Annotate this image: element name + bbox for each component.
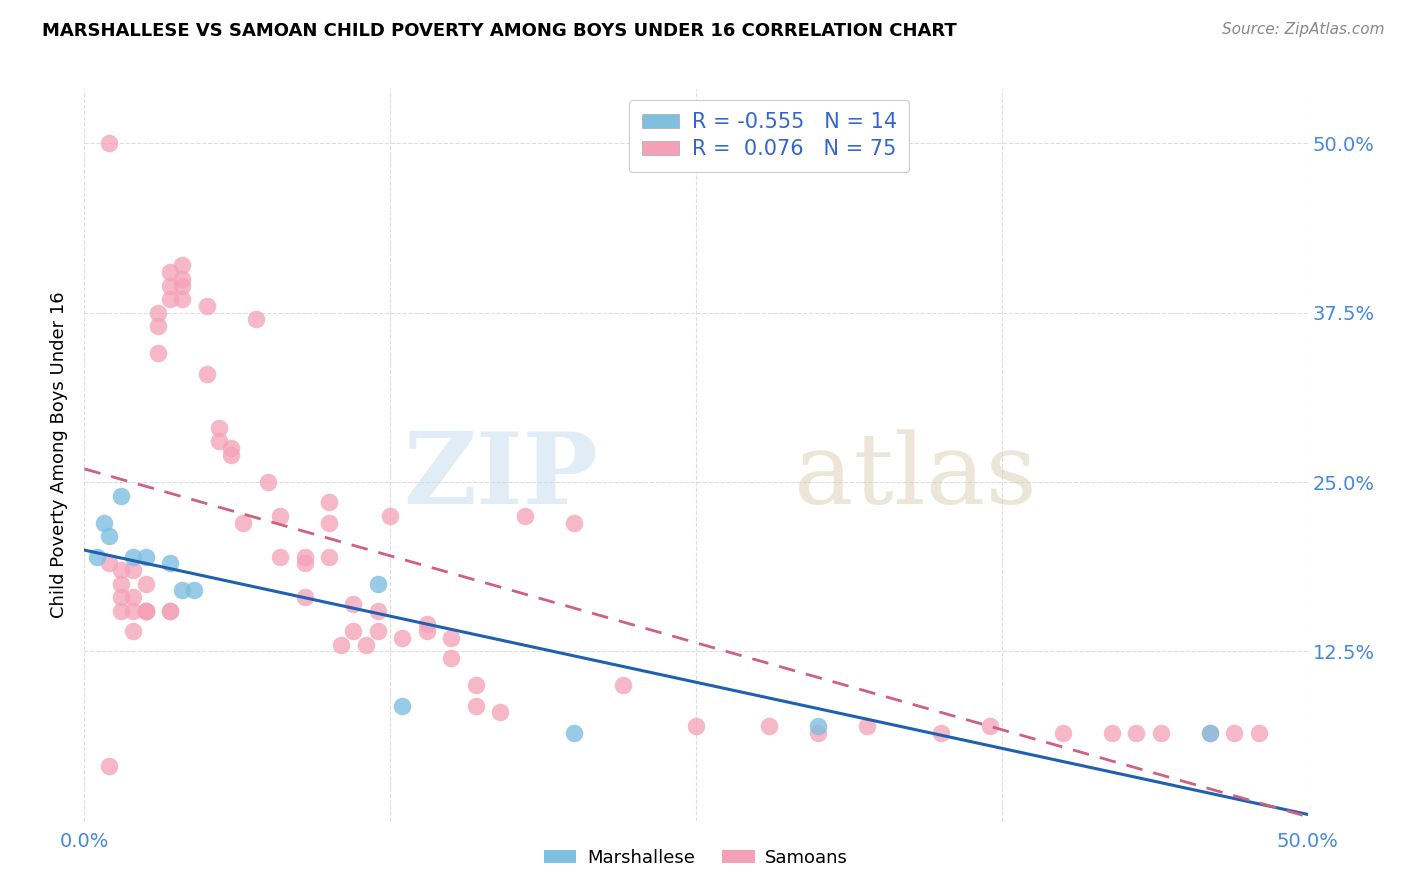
Point [172, 272, 194, 286]
Point [172, 258, 194, 272]
Point [172, 583, 194, 598]
Point [146, 306, 169, 320]
Point [318, 495, 340, 509]
Point [232, 516, 254, 530]
Point [122, 624, 145, 638]
Point [257, 475, 280, 489]
Point [807, 725, 830, 739]
Point [159, 278, 181, 293]
Point [367, 576, 389, 591]
Point [93, 516, 115, 530]
Point [159, 604, 181, 618]
Point [208, 421, 231, 435]
Point [380, 508, 402, 523]
Point [367, 604, 389, 618]
Point [110, 563, 132, 577]
Point [342, 597, 364, 611]
Point [122, 549, 145, 564]
Point [219, 441, 242, 455]
Point [159, 292, 181, 306]
Point [856, 719, 879, 733]
Point [135, 604, 157, 618]
Point [146, 346, 169, 360]
Point [367, 624, 389, 638]
Point [440, 651, 463, 665]
Point [110, 489, 132, 503]
Point [122, 590, 145, 604]
Point [97, 529, 120, 543]
Point [208, 434, 231, 449]
Point [159, 265, 181, 279]
Point [562, 725, 585, 739]
Point [122, 563, 145, 577]
Point [330, 638, 353, 652]
Point [489, 706, 512, 720]
Point [1198, 725, 1220, 739]
Legend: Marshallese, Samoans: Marshallese, Samoans [537, 841, 855, 874]
Point [269, 549, 291, 564]
Point [172, 292, 194, 306]
Point [195, 367, 218, 381]
Point [183, 583, 205, 598]
Point [1052, 725, 1074, 739]
Point [1247, 725, 1270, 739]
Point [86, 549, 108, 564]
Point [146, 319, 169, 334]
Point [979, 719, 1001, 733]
Point [318, 516, 340, 530]
Point [172, 278, 194, 293]
Point [195, 299, 218, 313]
Text: ZIP: ZIP [404, 428, 598, 525]
Point [1125, 725, 1147, 739]
Point [135, 549, 157, 564]
Point [97, 556, 120, 570]
Point [1150, 725, 1173, 739]
Point [318, 549, 340, 564]
Point [110, 576, 132, 591]
Point [97, 136, 120, 151]
Point [135, 604, 157, 618]
Point [464, 698, 486, 713]
Point [440, 631, 463, 645]
Point [354, 638, 377, 652]
Point [562, 516, 585, 530]
Point [464, 678, 486, 692]
Point [110, 604, 132, 618]
Point [416, 617, 439, 632]
Point [135, 576, 157, 591]
Point [219, 448, 242, 462]
Point [1223, 725, 1246, 739]
Point [391, 631, 413, 645]
Text: Source: ZipAtlas.com: Source: ZipAtlas.com [1222, 22, 1385, 37]
Point [135, 604, 157, 618]
Point [159, 556, 181, 570]
Point [1198, 725, 1220, 739]
Point [612, 678, 634, 692]
Point [294, 549, 316, 564]
Point [416, 624, 439, 638]
Point [269, 508, 291, 523]
Y-axis label: Child Poverty Among Boys Under 16: Child Poverty Among Boys Under 16 [51, 292, 69, 618]
Point [685, 719, 707, 733]
Point [294, 590, 316, 604]
Point [159, 604, 181, 618]
Point [1101, 725, 1123, 739]
Point [245, 312, 267, 326]
Point [97, 759, 120, 773]
Point [122, 604, 145, 618]
Text: atlas: atlas [794, 429, 1036, 524]
Point [807, 719, 830, 733]
Point [513, 508, 536, 523]
Point [758, 719, 780, 733]
Point [110, 590, 132, 604]
Point [294, 556, 316, 570]
Point [342, 624, 364, 638]
Point [391, 698, 413, 713]
Text: MARSHALLESE VS SAMOAN CHILD POVERTY AMONG BOYS UNDER 16 CORRELATION CHART: MARSHALLESE VS SAMOAN CHILD POVERTY AMON… [42, 22, 957, 40]
Point [929, 725, 952, 739]
